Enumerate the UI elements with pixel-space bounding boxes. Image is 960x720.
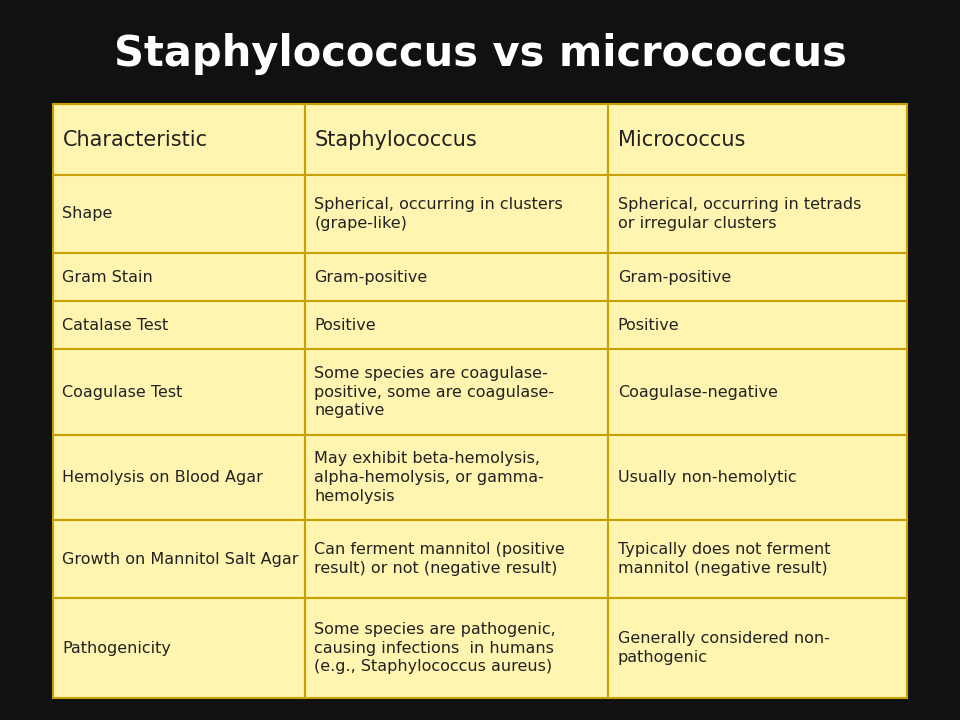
Text: Catalase Test: Catalase Test [62,318,169,333]
Text: Micrococcus: Micrococcus [618,130,745,150]
Text: Some species are pathogenic,
causing infections  in humans
(e.g., Staphylococcus: Some species are pathogenic, causing inf… [315,622,556,675]
Text: Positive: Positive [618,318,680,333]
Text: Growth on Mannitol Salt Agar: Growth on Mannitol Salt Agar [62,552,299,567]
Text: Hemolysis on Blood Agar: Hemolysis on Blood Agar [62,470,263,485]
Text: Generally considered non-
pathogenic: Generally considered non- pathogenic [618,631,829,665]
Text: Coagulase Test: Coagulase Test [62,384,182,400]
Text: Coagulase-negative: Coagulase-negative [618,384,778,400]
Text: Characteristic: Characteristic [62,130,207,150]
Text: Gram-positive: Gram-positive [315,269,428,284]
Text: Spherical, occurring in clusters
(grape-like): Spherical, occurring in clusters (grape-… [315,197,564,230]
Text: Spherical, occurring in tetrads
or irregular clusters: Spherical, occurring in tetrads or irreg… [618,197,861,230]
Text: Shape: Shape [62,207,112,222]
Text: Pathogenicity: Pathogenicity [62,641,171,656]
Text: Staphylococcus: Staphylococcus [315,130,477,150]
Text: Gram-positive: Gram-positive [618,269,731,284]
Text: May exhibit beta-hemolysis,
alpha-hemolysis, or gamma-
hemolysis: May exhibit beta-hemolysis, alpha-hemoly… [315,451,544,503]
Text: Can ferment mannitol (positive
result) or not (negative result): Can ferment mannitol (positive result) o… [315,542,565,576]
Text: Positive: Positive [315,318,376,333]
Text: Typically does not ferment
mannitol (negative result): Typically does not ferment mannitol (neg… [618,542,830,576]
Text: Usually non-hemolytic: Usually non-hemolytic [618,470,797,485]
Text: Gram Stain: Gram Stain [62,269,154,284]
Text: Some species are coagulase-
positive, some are coagulase-
negative: Some species are coagulase- positive, so… [315,366,555,418]
Text: Staphylococcus vs micrococcus: Staphylococcus vs micrococcus [113,33,847,75]
